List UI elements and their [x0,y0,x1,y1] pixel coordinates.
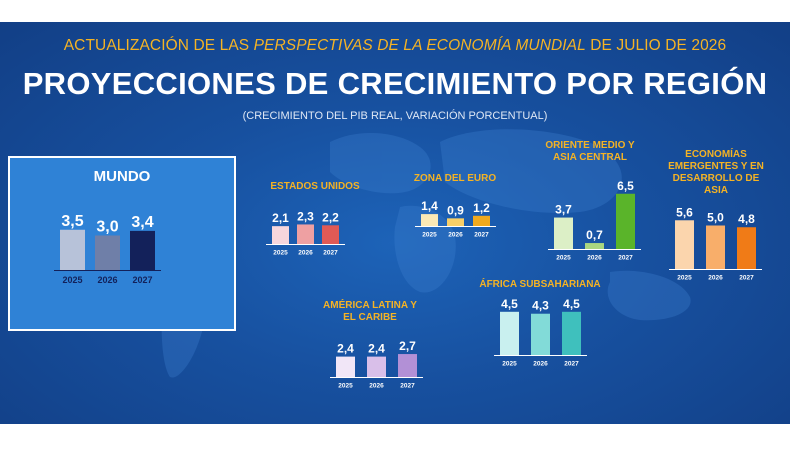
emerging-value-label-2027: 4,8 [738,212,755,226]
euro-category-label-2027: 2027 [474,232,489,239]
euro-value-label-2027: 1,2 [473,201,490,215]
region-title-latam-line-1: AMÉRICA LATINA Y [323,300,417,311]
us-category-label-2025: 2025 [273,250,288,257]
report-context-line: ACTUALIZACIÓN DE LAS PERSPECTIVAS DE LA … [0,37,790,55]
africa-bar-chart: 4,5 2025 4,3 2026 4,5 2027 [494,297,587,368]
euro-bar-chart: 1,4 2025 0,9 2026 1,2 2027 [415,199,496,239]
region-title-africa: ÁFRICA SUBSAHARIANA [479,279,601,290]
region-title-mideast-line-2: ASIA CENTRAL [552,152,628,163]
euro-bar-2026 [447,218,464,226]
latam-bar-2027 [398,354,417,377]
world-category-label-2027: 2027 [132,275,152,285]
mideast-value-label-2027: 6,5 [617,179,634,193]
mideast-category-label-2026: 2026 [587,255,602,262]
page-subtitle: (CRECIMIENTO DEL PIB REAL, VARIACIÓN POR… [242,110,548,122]
emerging-value-label-2025: 5,6 [676,205,693,219]
world-bar-2026 [95,235,120,270]
euro-category-label-2026: 2026 [448,232,463,239]
africa-category-label-2025: 2025 [502,361,517,368]
mideast-value-label-2026: 0,7 [586,228,603,242]
latam-category-label-2027: 2027 [400,383,415,390]
world-bar-chart: 3,5 2025 3,0 2026 3,4 2027 [54,213,161,285]
region-title-world: MUNDO [93,168,151,185]
emerging-category-label-2027: 2027 [739,275,754,282]
emerging-bar-2027 [737,227,756,269]
us-bar-2026 [297,224,314,244]
world-value-label-2025: 3,5 [61,213,83,230]
region-title-emerging-line-3: DESARROLLO DE ASIA [672,173,760,196]
emerging-bar-chart: 5,6 2025 5,0 2026 4,8 2027 [669,205,762,282]
mideast-value-label-2025: 3,7 [555,203,572,217]
euro-bar-2025 [421,214,438,226]
regional-bar-charts: 3,5 2025 3,0 2026 3,4 2027 2,1 2025 2,3 2026 2,2 20… [54,179,762,390]
euro-category-label-2025: 2025 [422,232,437,239]
africa-category-label-2027: 2027 [564,361,579,368]
emerging-bar-2025 [675,220,694,269]
report-context-italic: PERSPECTIVAS DE LA ECONOMÍA MUNDIAL [253,37,586,54]
region-title-latam-line-2: EL CARIBE [343,312,397,323]
euro-value-label-2025: 1,4 [421,199,438,213]
latam-value-label-2026: 2,4 [368,342,385,356]
us-value-label-2027: 2,2 [322,210,339,224]
mideast-bar-chart: 3,7 2025 0,7 2026 6,5 2027 [548,179,641,262]
africa-category-label-2026: 2026 [533,361,548,368]
mideast-bar-2025 [554,217,573,249]
africa-bar-2027 [562,311,581,355]
us-category-label-2027: 2027 [323,250,338,257]
latam-bar-2026 [367,356,386,377]
us-value-label-2025: 2,1 [272,211,289,225]
us-bar-chart: 2,1 2025 2,3 2026 2,2 2027 [266,209,345,257]
africa-value-label-2026: 4,3 [532,299,549,313]
latam-category-label-2026: 2026 [369,383,384,390]
world-category-label-2026: 2026 [97,275,117,285]
mideast-category-label-2025: 2025 [556,255,571,262]
emerging-value-label-2026: 5,0 [707,211,724,225]
africa-value-label-2027: 4,5 [563,297,580,311]
region-title-emerging-line-1: ECONOMÍAS [685,149,747,160]
africa-bar-2025 [500,311,519,355]
infographic-background: ACTUALIZACIÓN DE LAS PERSPECTIVAS DE LA … [0,22,790,424]
world-value-label-2026: 3,0 [96,219,118,236]
mideast-category-label-2027: 2027 [618,255,633,262]
us-category-label-2026: 2026 [298,250,313,257]
emerging-category-label-2025: 2025 [677,275,692,282]
euro-bar-2027 [473,215,490,226]
world-bar-2027 [130,230,155,270]
world-category-label-2025: 2025 [62,275,82,285]
emerging-category-label-2026: 2026 [708,275,723,282]
latam-category-label-2025: 2025 [338,383,353,390]
latam-bar-chart: 2,4 2025 2,4 2026 2,7 2027 [330,339,423,390]
page-title: PROYECCIONES DE CRECIMIENTO POR REGIÓN [22,66,768,101]
africa-bar-2026 [531,313,550,355]
region-title-emerging-line-2: EMERGENTES Y EN [668,161,764,172]
us-bar-2025 [272,226,289,244]
latam-value-label-2025: 2,4 [337,342,354,356]
emerging-bar-2026 [706,225,725,269]
world-value-label-2027: 3,4 [131,214,153,231]
mideast-bar-2026 [585,243,604,249]
africa-value-label-2025: 4,5 [501,297,518,311]
region-title-mideast-line-1: ORIENTE MEDIO Y [545,140,635,151]
report-context-pre: ACTUALIZACIÓN DE LAS [63,37,254,54]
report-context-post: DE JULIO DE 2026 [585,37,727,54]
latam-value-label-2027: 2,7 [399,339,416,353]
euro-value-label-2026: 0,9 [447,203,464,217]
us-bar-2027 [322,225,339,244]
mideast-bar-2027 [616,193,635,249]
latam-bar-2025 [336,356,355,377]
region-title-euro: ZONA DEL EURO [413,173,497,184]
world-panel [8,156,236,331]
world-bar-2025 [60,229,85,270]
us-value-label-2026: 2,3 [297,209,314,223]
region-title-us: ESTADOS UNIDOS [270,181,360,192]
